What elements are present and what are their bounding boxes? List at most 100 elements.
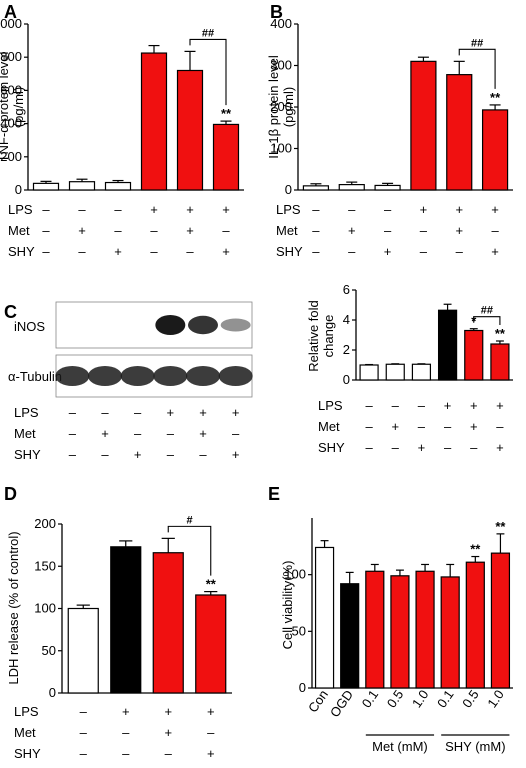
group-label-met: Met (mM) xyxy=(372,739,428,754)
condition-sign-c: + xyxy=(470,419,478,434)
condition-sign-c-blot: – xyxy=(101,405,109,420)
condition-sign-b: – xyxy=(348,202,356,217)
condition-sign-b: + xyxy=(491,244,499,259)
y-tick-label-a: 0 xyxy=(15,182,22,197)
condition-label-a: SHY xyxy=(8,244,35,259)
bar-c-6 xyxy=(490,343,510,381)
y-tick-label-e: 0 xyxy=(299,680,306,695)
blot-band-tubulin xyxy=(186,366,220,386)
condition-sign-d: – xyxy=(122,746,130,761)
panel-label-b: B xyxy=(270,2,283,22)
y-axis-label-line-a: (pg/ml) xyxy=(11,87,26,127)
condition-label-c: LPS xyxy=(318,398,343,413)
condition-sign-b: + xyxy=(491,202,499,217)
condition-sign-c-blot: + xyxy=(232,405,240,420)
condition-label-c-blot: SHY xyxy=(14,447,41,462)
bar-e-6 xyxy=(440,576,460,689)
bracket-d xyxy=(167,525,212,576)
y-tick-label-c: 2 xyxy=(343,342,350,357)
condition-sign-c-blot: – xyxy=(199,447,207,462)
condition-sign-c-blot: – xyxy=(69,447,77,462)
bar-c-4 xyxy=(437,309,458,381)
y-tick-label-b: 100 xyxy=(270,141,292,156)
bar-d-2 xyxy=(110,546,142,694)
condition-sign-c: + xyxy=(496,398,504,413)
bar-d-1 xyxy=(67,607,99,694)
condition-sign-c-blot: + xyxy=(199,426,207,441)
y-tick-label-c: 6 xyxy=(343,282,350,297)
y-tick-label-d: 200 xyxy=(34,516,56,531)
condition-sign-d: – xyxy=(80,704,88,719)
condition-sign-c-blot: + xyxy=(167,405,175,420)
condition-sign-a: – xyxy=(42,202,50,217)
bracket-label-a: ## xyxy=(202,27,214,39)
bar-a-1 xyxy=(32,182,60,191)
panel-label-d: D xyxy=(4,484,17,504)
condition-sign-c-blot: – xyxy=(69,426,77,441)
condition-sign-b: + xyxy=(455,223,463,238)
panel-label-e: E xyxy=(268,484,280,504)
y-axis-label-e: Cell viability(%) xyxy=(280,561,295,650)
y-axis-label-b: IL-1β protein level(pg/ml) xyxy=(266,55,296,159)
condition-sign-a: – xyxy=(78,202,86,217)
condition-label-d: SHY xyxy=(14,746,41,761)
x-tick-label-e: 0.5 xyxy=(384,687,407,710)
y-axis-label-a: TNF-α protein level(pg/ml) xyxy=(0,51,26,162)
condition-sign-d: + xyxy=(164,704,172,719)
condition-sign-c: – xyxy=(444,440,452,455)
y-tick-label-a: 600 xyxy=(0,82,22,97)
condition-sign-c-blot: + xyxy=(134,447,142,462)
significance-mark-e: ** xyxy=(495,519,506,534)
condition-label-d: Met xyxy=(14,725,36,740)
y-tick-label-d: 0 xyxy=(49,685,56,700)
y-tick-label-b: 200 xyxy=(270,99,292,114)
condition-sign-c: + xyxy=(496,440,504,455)
bracket-b xyxy=(458,48,496,89)
condition-sign-b: – xyxy=(384,202,392,217)
group-label-shy: SHY (mM) xyxy=(445,739,505,754)
condition-sign-b: + xyxy=(348,223,356,238)
panel-label-a: A xyxy=(4,2,17,22)
bar-c-2 xyxy=(385,363,405,381)
condition-sign-a: – xyxy=(150,244,158,259)
y-tick-label-c: 0 xyxy=(343,372,350,387)
condition-sign-a: – xyxy=(150,223,158,238)
condition-sign-d: – xyxy=(165,746,173,761)
condition-sign-d: + xyxy=(207,746,215,761)
significance-mark-e: ** xyxy=(470,542,481,557)
bar-c-1 xyxy=(359,364,379,381)
blot-label-inos: iNOS xyxy=(14,319,45,334)
bar-c-3 xyxy=(411,363,432,381)
y-tick-label-d: 50 xyxy=(42,643,56,658)
condition-sign-a: + xyxy=(186,202,194,217)
y-tick-label-e: 100 xyxy=(284,567,306,582)
blot-band-tubulin xyxy=(120,366,155,386)
condition-sign-b: – xyxy=(420,223,428,238)
bar-b-4 xyxy=(410,60,437,191)
bracket-label-b: ## xyxy=(471,37,483,49)
y-axis-label-line-c: change xyxy=(321,315,336,358)
condition-label-c-blot: Met xyxy=(14,426,36,441)
bracket-label-d: # xyxy=(186,514,192,526)
bar-a-2 xyxy=(68,181,96,191)
condition-sign-b: – xyxy=(456,244,464,259)
significance-mark-d: ** xyxy=(206,577,217,592)
y-axis-label-line-e: Cell viability(%) xyxy=(280,561,295,650)
condition-sign-c: + xyxy=(418,440,426,455)
condition-sign-c: – xyxy=(392,440,400,455)
condition-sign-d: + xyxy=(164,725,172,740)
bar-b-2 xyxy=(338,184,365,191)
condition-sign-c-blot: – xyxy=(101,447,109,462)
y-axis-label-line-a: TNF-α protein level xyxy=(0,51,11,162)
condition-sign-a: + xyxy=(222,244,230,259)
condition-sign-b: – xyxy=(384,223,392,238)
condition-sign-a: – xyxy=(222,223,230,238)
blot-band-tubulin xyxy=(88,366,122,386)
condition-sign-a: + xyxy=(114,244,122,259)
blot-band-inos xyxy=(220,318,251,332)
condition-sign-d: – xyxy=(80,746,88,761)
condition-sign-c-blot: + xyxy=(232,447,240,462)
y-axis-label-line-d: LDH release (% of control) xyxy=(6,531,21,684)
condition-sign-a: – xyxy=(114,223,122,238)
